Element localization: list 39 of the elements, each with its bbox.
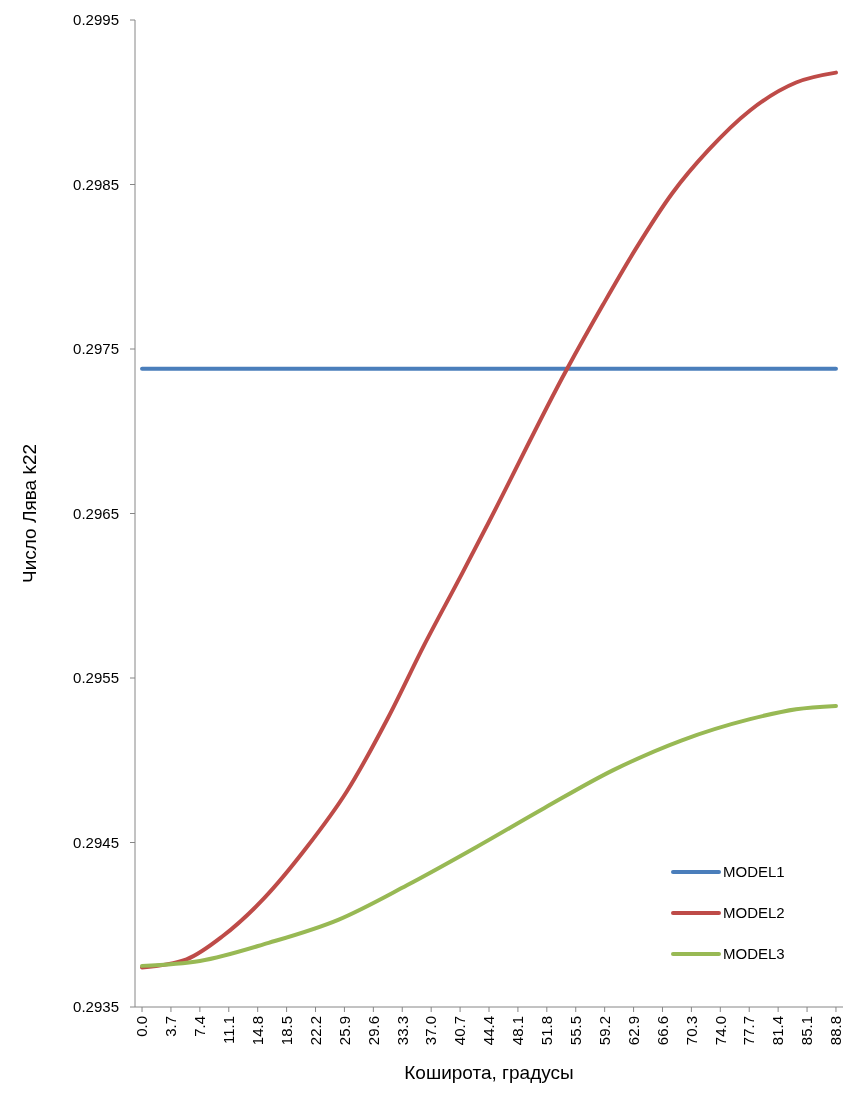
- legend-label: MODEL2: [723, 904, 785, 922]
- x-tick-label: 3.7: [162, 1016, 180, 1037]
- y-tick-label: 0.2935: [73, 998, 119, 1016]
- x-tick-label: 51.8: [538, 1016, 556, 1046]
- x-tick-label: 11.1: [220, 1016, 238, 1045]
- x-tick-label: 44.4: [480, 1016, 498, 1046]
- y-tick-label: 0.2955: [73, 669, 119, 687]
- line-series: [140, 703, 838, 968]
- line-series: [140, 70, 838, 970]
- x-tick-label: 62.9: [624, 1016, 642, 1046]
- x-tick-label: 25.9: [335, 1016, 353, 1046]
- x-tick-label: 66.6: [653, 1016, 671, 1046]
- x-tick-label: 7.4: [191, 1016, 209, 1037]
- x-tick-label: 18.5: [277, 1016, 295, 1046]
- x-tick-label: 88.8: [827, 1016, 845, 1046]
- x-tick-label: 77.7: [740, 1016, 758, 1046]
- y-tick-label: 0.2985: [73, 175, 119, 193]
- x-tick-label: 70.3: [682, 1016, 700, 1046]
- x-tick-label: 37.0: [422, 1016, 440, 1046]
- x-tick-label: 55.5: [566, 1016, 584, 1046]
- x-tick-label: 48.1: [509, 1016, 527, 1046]
- x-tick-label: 14.8: [248, 1016, 266, 1046]
- y-tick-label: 0.2975: [73, 340, 119, 358]
- x-tick-label: 29.6: [364, 1016, 382, 1046]
- x-tick-label: 81.4: [769, 1016, 787, 1046]
- x-tick-label: 85.1: [798, 1016, 816, 1046]
- x-tick-label: 59.2: [595, 1016, 613, 1046]
- y-tick-label: 0.2995: [73, 11, 119, 29]
- y-axis-title: Число Лява k22: [19, 443, 40, 584]
- x-tick-label: 74.0: [711, 1016, 729, 1046]
- x-tick-label: 22.2: [306, 1016, 324, 1046]
- legend-label: MODEL3: [723, 945, 785, 963]
- x-tick-label: 40.7: [451, 1016, 469, 1046]
- legend-label: MODEL1: [723, 863, 785, 881]
- x-tick-label: 0.0: [133, 1016, 151, 1037]
- x-axis-title: Коширота, градусы: [404, 1062, 574, 1083]
- x-tick-label: 33.3: [393, 1016, 411, 1046]
- y-tick-label: 0.2945: [73, 833, 119, 851]
- y-tick-label: 0.2965: [73, 504, 119, 522]
